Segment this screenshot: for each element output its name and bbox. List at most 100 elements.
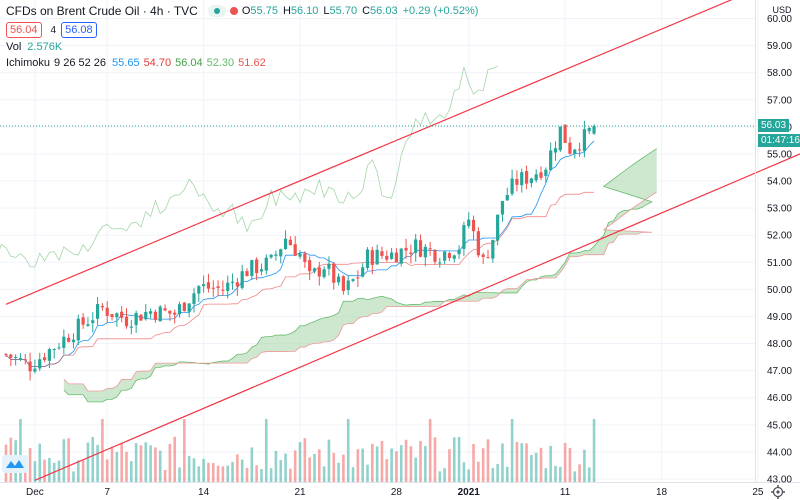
volume-legend[interactable]: Vol 2.576K: [6, 41, 66, 53]
candle-body: [539, 172, 543, 178]
volume-bar: [587, 467, 591, 482]
candle-body: [139, 314, 143, 321]
tradingview-logo-icon[interactable]: [2, 455, 28, 473]
candle-body: [14, 357, 18, 359]
volume-bar: [101, 419, 104, 482]
candle-body: [414, 239, 418, 253]
time-tick-label: 28: [391, 487, 403, 498]
trend-channel[interactable]: [5, 0, 800, 481]
settings-gear-icon[interactable]: [771, 485, 785, 499]
candle-body: [28, 361, 32, 372]
time-tick-label: 14: [198, 487, 210, 498]
price-tick-label: 54.00: [767, 177, 792, 188]
candle-body: [202, 284, 206, 287]
volume-bar: [43, 459, 46, 482]
price-tick-label: 60.00: [767, 14, 792, 25]
price-tick-label: 53.00: [767, 204, 792, 215]
volume-bar: [481, 448, 485, 482]
candle-body: [423, 246, 427, 258]
price-axis[interactable]: 43.00 44.00 45.00 46.00 47.00 48.00 49.00 50.00…: [767, 5, 792, 486]
volume-bar: [187, 456, 191, 482]
visibility-eye-icon[interactable]: [207, 5, 226, 17]
candle-body: [226, 282, 230, 291]
volume-bar: [332, 452, 336, 482]
price-tick-label: 49.00: [767, 312, 792, 323]
volume-bar: [366, 464, 369, 482]
candle-body: [235, 282, 239, 287]
volume-bar: [390, 448, 393, 482]
trade-buttons: 56.04 4 56.08: [6, 22, 101, 38]
candle-body: [216, 286, 220, 288]
volume-bar: [125, 451, 128, 482]
candle-body: [279, 249, 283, 257]
volume-bar: [134, 443, 138, 482]
candle-body: [134, 312, 138, 326]
candle-body: [346, 280, 350, 291]
volume-bar: [510, 419, 514, 482]
volume-bar: [264, 419, 268, 482]
volume-bar: [250, 447, 254, 482]
volume-bar: [236, 454, 239, 482]
volume-bar: [274, 450, 278, 482]
candle-body: [303, 253, 307, 262]
sell-button[interactable]: 56.04: [6, 22, 42, 38]
volume-bar: [67, 438, 70, 482]
volume-bar: [395, 451, 398, 482]
candle-body: [365, 249, 370, 268]
symbol-title[interactable]: CFDs on Brent Crude Oil · 4h · TVC: [6, 4, 198, 18]
volume-bar: [154, 447, 157, 482]
volume-bar: [303, 438, 307, 482]
volume-bar: [467, 469, 471, 482]
candle-body: [361, 267, 365, 277]
candle-body: [110, 314, 114, 318]
candle-body: [558, 126, 562, 151]
candle-body: [515, 178, 519, 185]
candle-body: [308, 260, 312, 272]
time-tick-label: 7: [104, 487, 110, 498]
volume-bar: [578, 464, 581, 482]
candle-body: [404, 247, 408, 251]
volume-bar: [207, 462, 210, 482]
price-tick-label: 50.00: [767, 285, 792, 296]
candle-body: [230, 281, 235, 283]
volume-bar: [505, 466, 509, 482]
channel-line-lower: [34, 153, 800, 481]
volume-bar: [515, 441, 519, 482]
price-tick-label: 44.00: [767, 447, 792, 458]
volume-bar: [573, 471, 577, 482]
buy-button[interactable]: 56.08: [61, 22, 97, 38]
volume-bar: [28, 447, 32, 482]
candle-body: [115, 313, 119, 318]
candle-body: [370, 250, 374, 265]
candle-body: [462, 225, 466, 249]
candle-body: [510, 178, 514, 194]
candle-body: [211, 287, 215, 289]
volume-bar: [443, 468, 446, 482]
candle-body: [81, 317, 85, 325]
candle-body: [245, 271, 249, 277]
ichimoku-legend[interactable]: Ichimoku 9 26 52 26 55.65 54.70 56.04 52…: [6, 57, 270, 69]
candle-body: [144, 311, 148, 320]
candle-body: [336, 276, 341, 283]
volume-bar: [33, 461, 37, 482]
candle-body: [173, 312, 177, 315]
volume-bar: [356, 449, 360, 482]
volume-bar: [544, 468, 548, 482]
candle-body: [505, 195, 509, 201]
price-tick-label: 45.00: [767, 420, 792, 431]
candle-body: [105, 307, 109, 316]
candle-body: [206, 282, 211, 289]
candle-body: [375, 249, 379, 265]
candle-body: [23, 359, 27, 361]
price-tick-label: 48.00: [767, 339, 792, 350]
volume-bar: [110, 446, 114, 482]
candle-body: [573, 149, 577, 154]
volume-bar: [346, 419, 350, 482]
volume-bar: [289, 468, 292, 482]
candle-body: [86, 324, 90, 326]
price-tick-label: 52.00: [767, 231, 792, 242]
time-axis[interactable]: Dec 7 14 21 28 2021 11 18 25: [26, 487, 764, 498]
volume-bar: [23, 465, 27, 482]
candle-body: [587, 127, 591, 132]
